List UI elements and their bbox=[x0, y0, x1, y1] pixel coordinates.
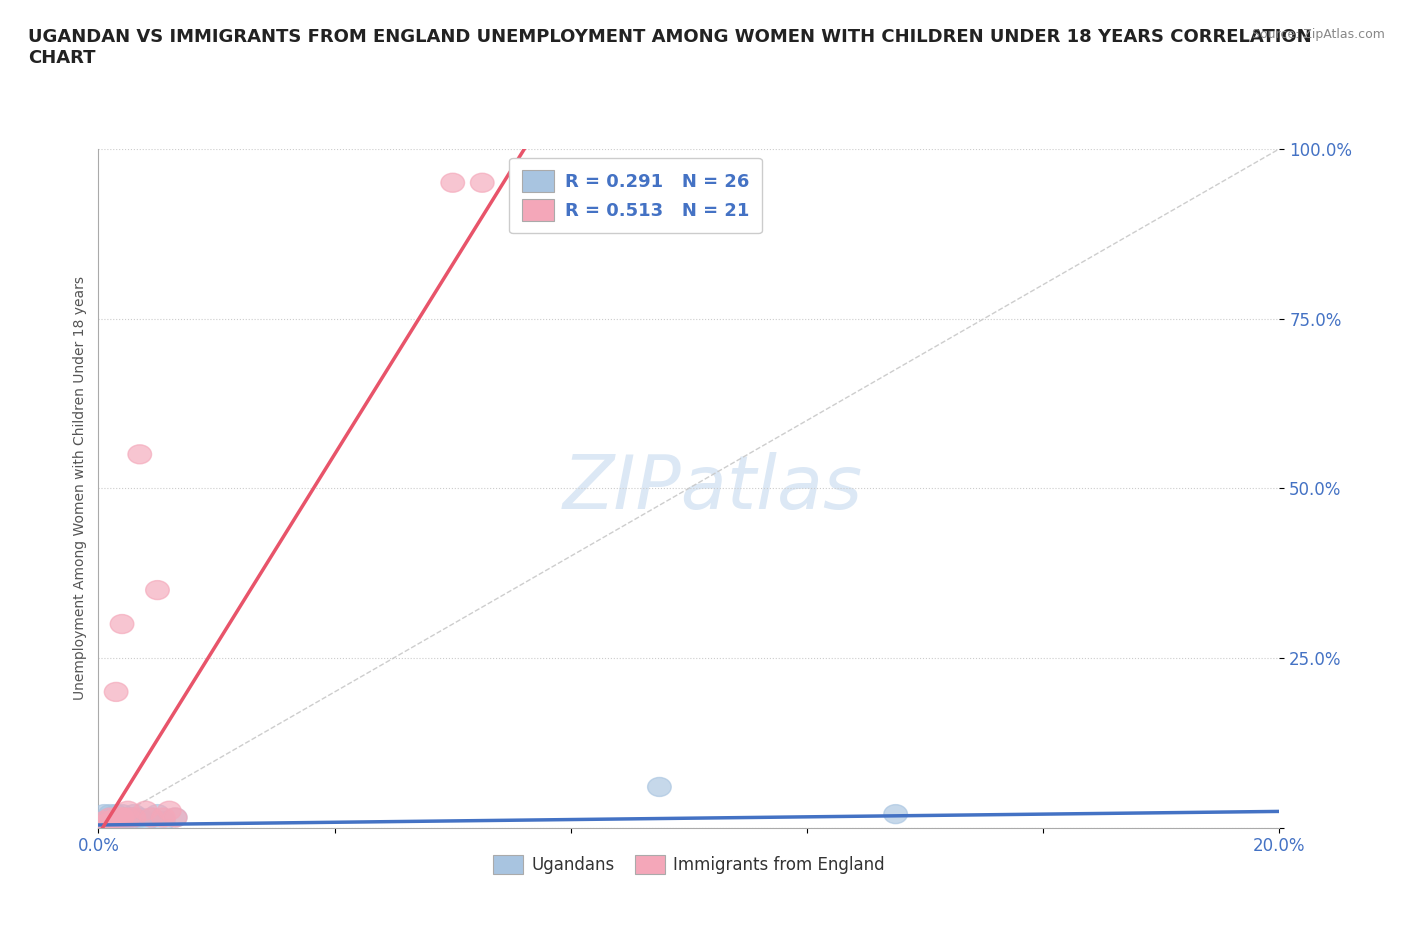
Ellipse shape bbox=[104, 683, 128, 701]
Ellipse shape bbox=[122, 808, 146, 827]
Ellipse shape bbox=[884, 804, 907, 824]
Text: Source: ZipAtlas.com: Source: ZipAtlas.com bbox=[1251, 28, 1385, 41]
Ellipse shape bbox=[163, 808, 187, 827]
Ellipse shape bbox=[98, 811, 122, 830]
Ellipse shape bbox=[98, 808, 122, 827]
Ellipse shape bbox=[104, 808, 128, 827]
Ellipse shape bbox=[139, 808, 163, 827]
Ellipse shape bbox=[93, 815, 117, 834]
Ellipse shape bbox=[98, 815, 122, 834]
Ellipse shape bbox=[110, 804, 134, 824]
Ellipse shape bbox=[110, 811, 134, 830]
Ellipse shape bbox=[117, 808, 139, 827]
Ellipse shape bbox=[128, 445, 152, 464]
Ellipse shape bbox=[98, 811, 122, 830]
Ellipse shape bbox=[104, 804, 128, 824]
Ellipse shape bbox=[163, 808, 187, 827]
Ellipse shape bbox=[139, 808, 163, 827]
Ellipse shape bbox=[104, 808, 128, 827]
Ellipse shape bbox=[110, 808, 134, 827]
Ellipse shape bbox=[122, 804, 146, 824]
Ellipse shape bbox=[104, 815, 128, 834]
Ellipse shape bbox=[110, 815, 134, 834]
Ellipse shape bbox=[152, 808, 176, 827]
Ellipse shape bbox=[98, 804, 122, 824]
Ellipse shape bbox=[117, 811, 139, 830]
Ellipse shape bbox=[93, 804, 117, 824]
Ellipse shape bbox=[157, 802, 181, 820]
Ellipse shape bbox=[104, 815, 128, 834]
Text: UGANDAN VS IMMIGRANTS FROM ENGLAND UNEMPLOYMENT AMONG WOMEN WITH CHILDREN UNDER : UGANDAN VS IMMIGRANTS FROM ENGLAND UNEMP… bbox=[28, 28, 1312, 67]
Ellipse shape bbox=[146, 580, 169, 600]
Ellipse shape bbox=[117, 802, 139, 820]
Y-axis label: Unemployment Among Women with Children Under 18 years: Unemployment Among Women with Children U… bbox=[73, 276, 87, 700]
Ellipse shape bbox=[110, 808, 134, 827]
Ellipse shape bbox=[93, 811, 117, 830]
Ellipse shape bbox=[122, 808, 146, 827]
Ellipse shape bbox=[98, 808, 122, 827]
Ellipse shape bbox=[128, 808, 152, 827]
Ellipse shape bbox=[152, 811, 176, 830]
Ellipse shape bbox=[146, 804, 169, 824]
Legend: Ugandans, Immigrants from England: Ugandans, Immigrants from England bbox=[486, 848, 891, 881]
Ellipse shape bbox=[471, 173, 494, 193]
Ellipse shape bbox=[134, 811, 157, 830]
Ellipse shape bbox=[117, 808, 139, 827]
Text: ZIPatlas: ZIPatlas bbox=[562, 452, 863, 525]
Ellipse shape bbox=[93, 815, 117, 834]
Ellipse shape bbox=[134, 802, 157, 820]
Ellipse shape bbox=[110, 615, 134, 633]
Ellipse shape bbox=[93, 811, 117, 830]
Ellipse shape bbox=[648, 777, 671, 796]
Ellipse shape bbox=[441, 173, 464, 193]
